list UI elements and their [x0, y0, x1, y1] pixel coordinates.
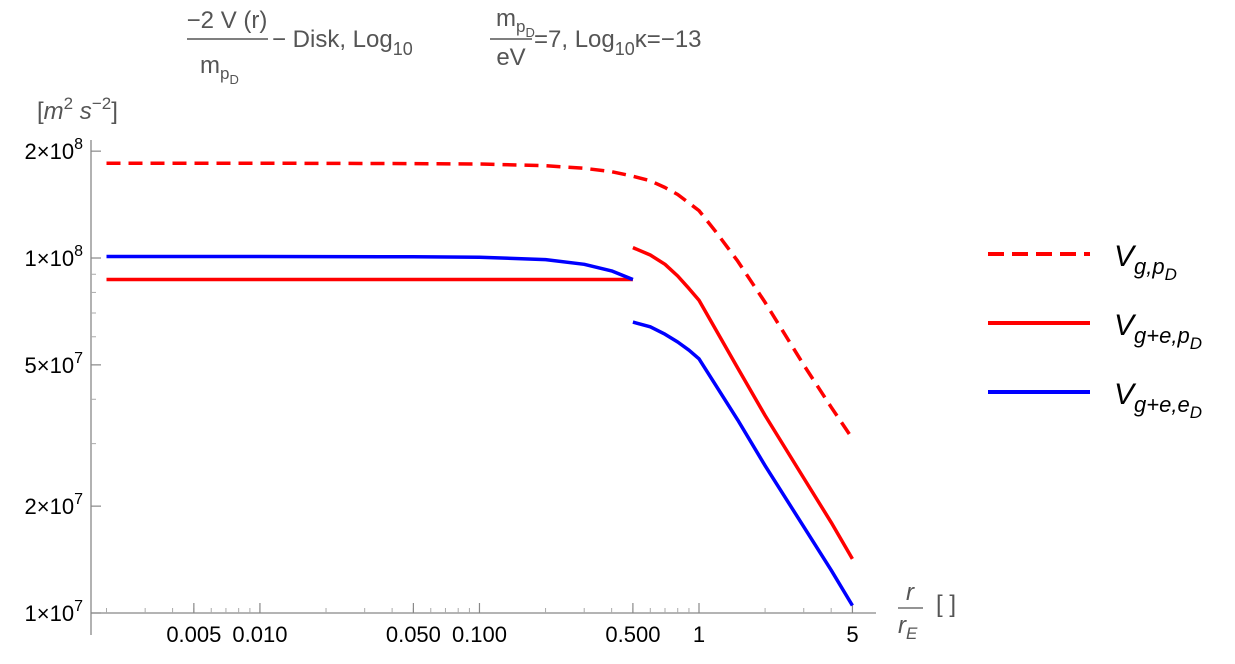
- x-tick-label: 0.100: [452, 622, 507, 647]
- title-mass-numerator: mpD: [496, 5, 535, 40]
- series-line-1-segment-1: [106, 161, 854, 440]
- y-tick-label: 1×107: [25, 598, 84, 626]
- axis-ticks: 1×107 2×107 5×107 1×108 2×108 0.005 0.010 0.050…: [25, 136, 859, 647]
- legend: Vg,pD Vg+e,pD Vg+e,eD: [988, 240, 1202, 422]
- title-main-text: − Disk, Log10: [272, 26, 413, 59]
- x-axis-label-denominator: rE: [898, 612, 918, 643]
- legend-label-2: Vg+e,pD: [1114, 309, 1202, 353]
- legend-label-3: Vg+e,eD: [1114, 378, 1202, 422]
- y-tick-label: 2×107: [25, 491, 84, 519]
- x-axis-label-units: [ ]: [936, 591, 956, 618]
- y-axis-label: [m2 s−2]: [37, 94, 118, 125]
- series-line-3-segment-1: [106, 254, 634, 282]
- plot-series: [106, 161, 854, 607]
- x-axis-label: r rE [ ]: [898, 579, 956, 643]
- x-tick-label: 0.050: [386, 622, 441, 647]
- series-line-3-segment-2: [632, 320, 854, 607]
- y-tick-label: 1×108: [25, 243, 84, 271]
- x-tick-label: 1: [693, 622, 705, 647]
- x-tick-label: 0.010: [232, 622, 287, 647]
- title-fraction-numerator: −2 V (r): [187, 7, 268, 34]
- y-tick-label: 5×107: [25, 350, 84, 378]
- title-fraction-denominator: mpD: [200, 52, 239, 87]
- x-axis-label-numerator: r: [906, 579, 915, 606]
- legend-label-1: Vg,pD: [1114, 240, 1177, 284]
- x-tick-label: 5: [846, 622, 858, 647]
- chart-title: −2 V (r) mpD − Disk, Log10 mpD eV =7, Lo…: [187, 5, 702, 87]
- x-tick-label: 0.500: [605, 622, 660, 647]
- x-tick-label: 0.005: [166, 622, 221, 647]
- title-mass-denominator: eV: [496, 44, 525, 71]
- series-line-2-segment-2: [632, 245, 854, 560]
- y-tick-label: 2×108: [25, 136, 84, 164]
- title-mass-value: =7, Log10κ=−13: [534, 26, 702, 59]
